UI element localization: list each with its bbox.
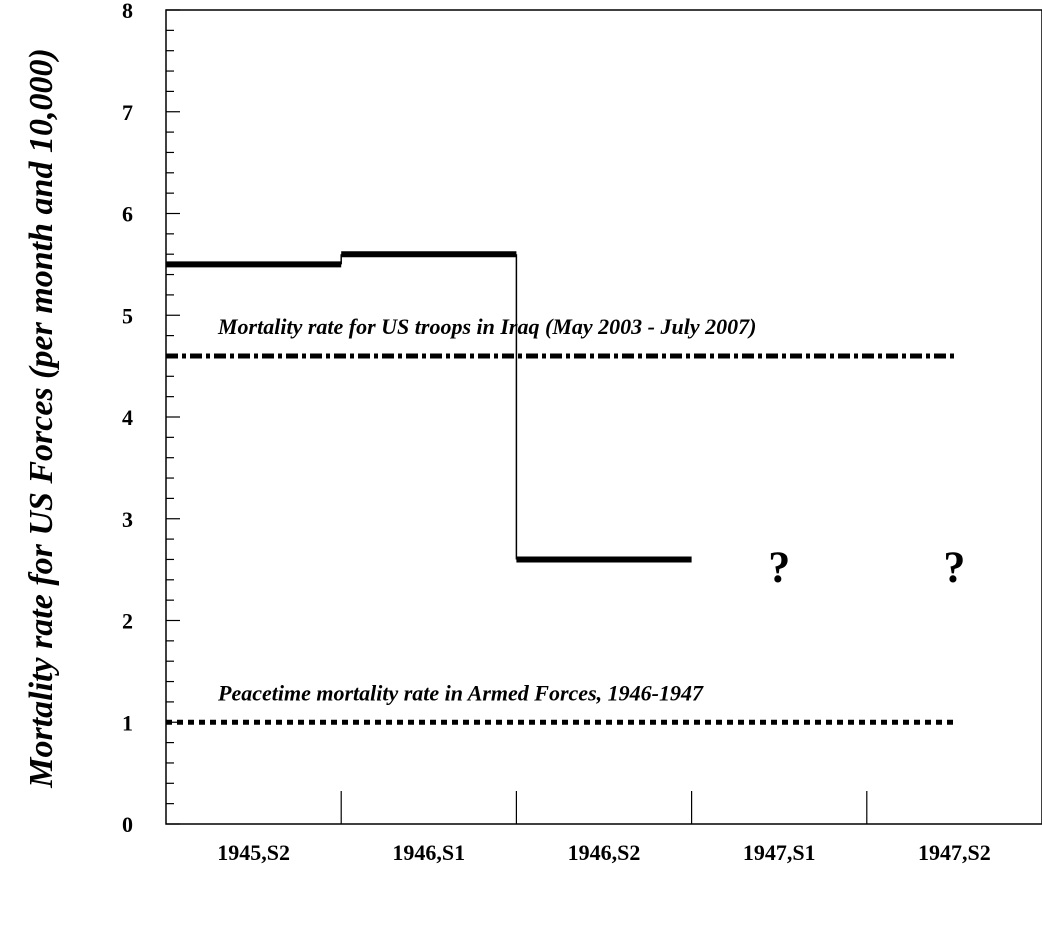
y-tick-label: 1 xyxy=(122,710,133,735)
unknown-value-marker: ? xyxy=(943,542,965,591)
y-tick-label: 7 xyxy=(122,100,133,125)
y-tick-label: 4 xyxy=(122,405,133,430)
series-lines xyxy=(166,251,692,563)
y-tick-label: 0 xyxy=(122,812,133,837)
x-tick-label: 1947,S2 xyxy=(918,840,991,865)
y-axis-label: Mortality rate for US Forces (per month … xyxy=(23,48,60,789)
x-tick-label: 1946,S2 xyxy=(568,840,641,865)
x-tick-label: 1945,S2 xyxy=(217,840,290,865)
unknown-value-marker: ? xyxy=(768,542,790,591)
x-axis-ticks: 1945,S2 1946,S1 1946,S2 1947,S1 1947,S2 xyxy=(217,791,991,865)
reference-lines: Mortality rate for US troops in Iraq (Ma… xyxy=(166,314,955,725)
x-tick-label: 1947,S1 xyxy=(743,840,816,865)
y-tick-label: 6 xyxy=(122,202,133,227)
reference-line-label: Mortality rate for US troops in Iraq (Ma… xyxy=(217,314,756,339)
y-axis-ticks: 0 1 2 3 4 5 6 7 8 xyxy=(122,0,180,837)
y-tick-label: 5 xyxy=(122,303,133,328)
unknown-markers: ?? xyxy=(768,542,965,591)
reference-line-label: Peacetime mortality rate in Armed Forces… xyxy=(217,680,704,705)
y-tick-label: 2 xyxy=(122,609,133,634)
y-tick-label: 3 xyxy=(122,507,133,532)
y-tick-label: 8 xyxy=(122,0,133,23)
x-tick-label: 1946,S1 xyxy=(392,840,465,865)
